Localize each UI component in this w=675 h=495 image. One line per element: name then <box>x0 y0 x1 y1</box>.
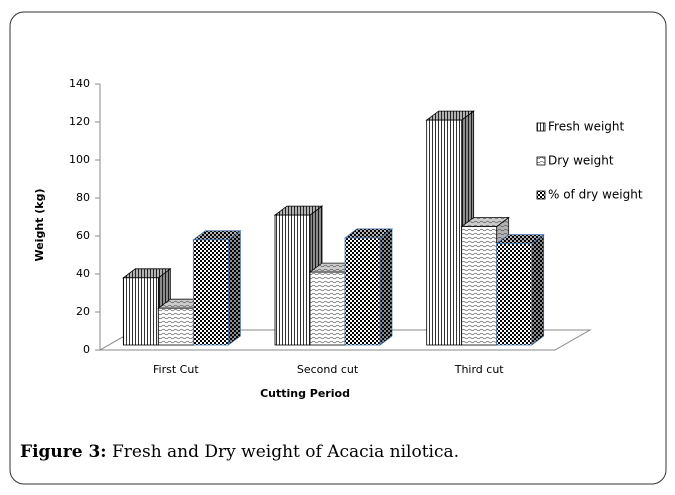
legend-label: % of dry weight <box>548 188 643 202</box>
bar-side-shade <box>228 230 241 345</box>
caption-text: Fresh and Dry weight of Acacia nilotica. <box>112 442 459 462</box>
bar-front <box>344 237 381 346</box>
bar-front <box>192 239 229 346</box>
y-tick-label: 140 <box>69 77 90 90</box>
y-tick-label: 100 <box>69 153 90 166</box>
bar-front <box>122 277 159 346</box>
y-tick-label: 40 <box>76 267 90 280</box>
x-tick-label: Second cut <box>297 363 359 376</box>
y-tick-label: 0 <box>83 343 90 356</box>
x-tick-label: First Cut <box>153 363 199 376</box>
bar-front <box>426 119 463 346</box>
bar-front <box>157 307 194 346</box>
bar-top-shade <box>123 268 171 278</box>
bar-top-shade <box>426 111 474 121</box>
bar-front <box>496 243 533 346</box>
bar-top-shade <box>461 217 509 227</box>
x-axis-title: Cutting Period <box>260 387 350 400</box>
legend-label: Dry weight <box>548 154 614 168</box>
plot: 0 20 40 60 80 100 120 140 First Cut Second cut Thi… <box>69 77 592 376</box>
legend-swatch <box>536 190 546 200</box>
legend-label: Fresh weight <box>548 120 625 134</box>
bar <box>495 233 545 346</box>
bar <box>343 228 394 346</box>
bar-side-shade <box>380 228 392 345</box>
y-tick-label: 120 <box>69 115 90 128</box>
y-tick-label: 20 <box>76 305 90 318</box>
bar-top-shade <box>345 228 392 238</box>
bar-side-shade <box>531 234 544 345</box>
y-tick-label: 80 <box>76 191 90 204</box>
legend-swatch <box>536 156 546 166</box>
bar-top-shade <box>496 234 544 244</box>
legend-swatch <box>536 122 546 132</box>
bar-top-shade <box>193 230 241 240</box>
bar-top-shade <box>275 206 322 216</box>
bar-front <box>274 214 311 346</box>
caption: Figure 3: Fresh and Dry weight of Acacia… <box>20 442 459 462</box>
caption-label: Figure 3: <box>20 442 107 462</box>
bar <box>192 230 242 346</box>
y-tick-label: 60 <box>76 229 90 242</box>
x-tick-label: Third cut <box>454 363 505 376</box>
bar-front <box>461 226 498 346</box>
frame <box>9 11 667 485</box>
y-axis-title: Weight (kg) <box>33 188 46 261</box>
bar-front <box>309 271 346 346</box>
